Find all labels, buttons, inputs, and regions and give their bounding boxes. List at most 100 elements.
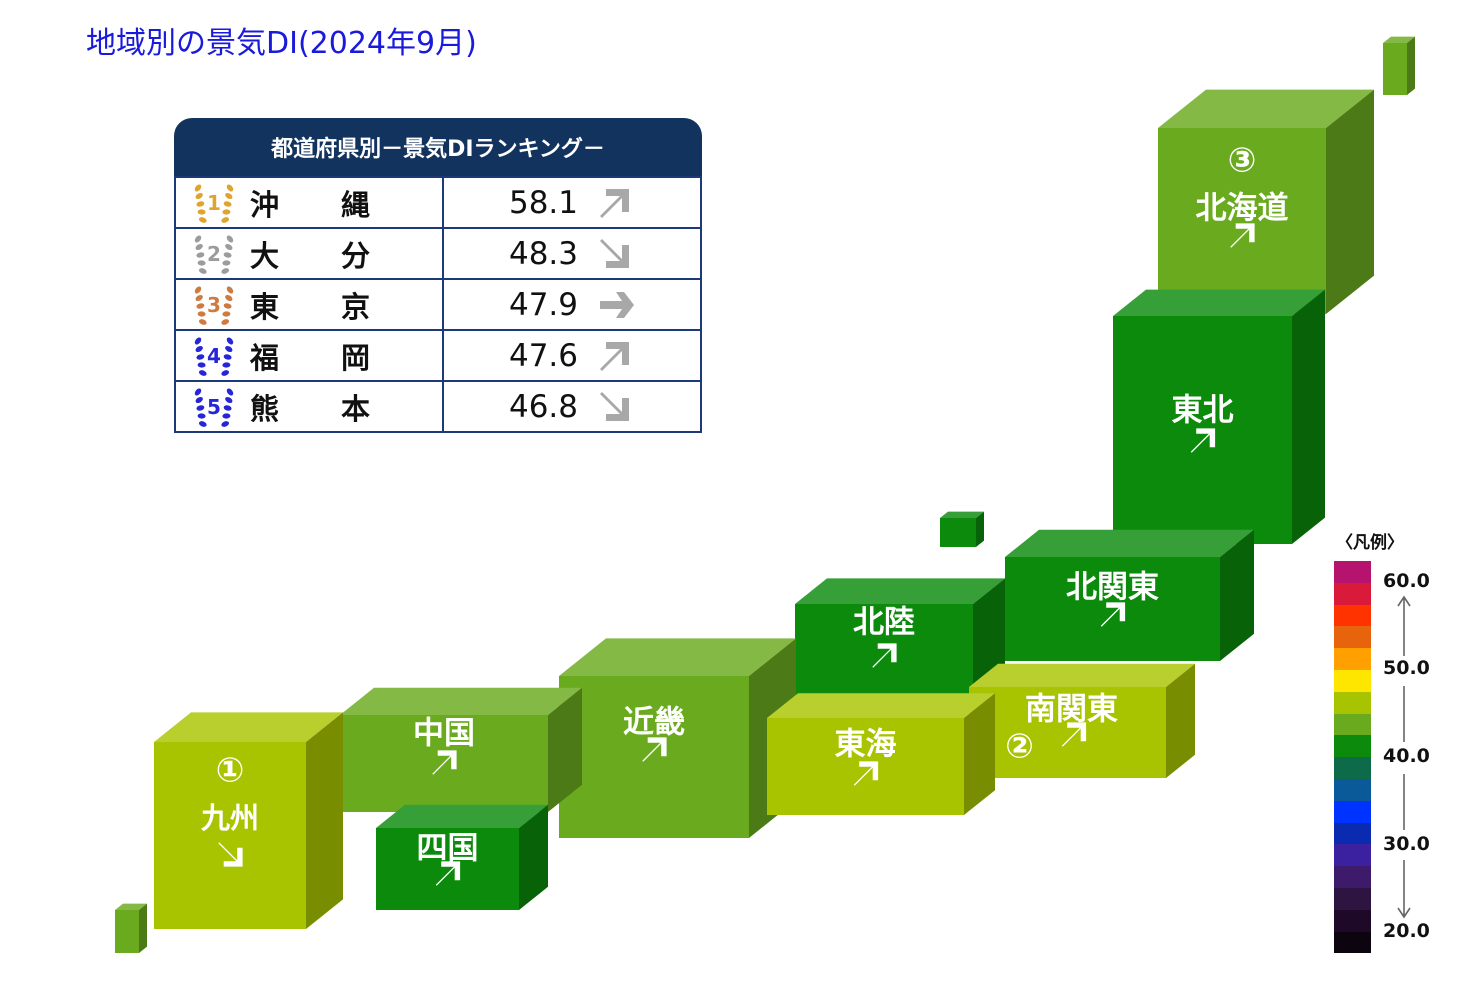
ranking-prefecture-cell: 5 熊 本 <box>174 380 444 433</box>
region-kitakanto-top <box>1005 529 1254 557</box>
region-name: 北陸 <box>853 605 915 641</box>
ranking-value-cell: 46.8 <box>442 380 702 433</box>
legend-swatch <box>1334 582 1371 605</box>
prefecture-name-char: 大 <box>250 238 280 273</box>
region-kyushu: ① 九州 <box>154 712 343 929</box>
legend-tick-label: 40.0 <box>1383 745 1430 767</box>
prefecture-name-char: 岡 <box>340 340 370 375</box>
ranking-row: 5 熊 本 46.8 <box>174 380 702 433</box>
prefecture-name-char: 沖 <box>250 187 280 222</box>
region-shikoku-front <box>376 828 519 910</box>
region-name: 東海 <box>835 727 897 763</box>
legend-swatch <box>1334 887 1371 910</box>
region-kyushu-front <box>154 742 306 929</box>
legend-swatch <box>1334 822 1371 845</box>
region-chugoku-side <box>548 687 582 812</box>
prefecture-name-char: 分 <box>340 238 370 273</box>
region-shikoku-top <box>376 804 548 828</box>
prefecture-name-char: 本 <box>340 391 370 426</box>
legend-tick-label: 60.0 <box>1383 570 1430 592</box>
laurel-medal-icon: 3 <box>194 286 234 325</box>
island-okinawa-front <box>115 910 139 953</box>
region-rank-mark: ③ <box>1228 141 1257 181</box>
island-sado <box>940 511 984 547</box>
region-kinki-front <box>559 676 749 838</box>
legend-swatch <box>1334 931 1371 954</box>
legend-swatch <box>1334 844 1371 867</box>
ranking-row: 4 福 岡 47.6 <box>174 329 702 382</box>
ranking-row: 1 沖 縄 58.1 <box>174 176 702 229</box>
region-name: 近畿 <box>623 705 685 741</box>
region-kyushu-top <box>154 712 343 742</box>
region-hokkaido-top <box>1158 89 1374 128</box>
region-kinki: 近畿 <box>559 638 796 838</box>
ranking-value-cell: 48.3 <box>442 227 702 280</box>
legend-swatch <box>1334 735 1371 758</box>
prefecture-name: 東 京 <box>250 284 370 326</box>
region-name: 四国 <box>417 831 479 867</box>
legend-tick-label: 20.0 <box>1383 920 1430 942</box>
region-kyushu-side <box>306 712 343 929</box>
ranking-prefecture-cell: 2 大 分 <box>174 227 444 280</box>
ranking-panel: 都道府県別－景気DIランキング－ 1 沖 縄 58.1 2 大 分 <box>174 118 702 433</box>
region-name: 南関東 <box>1025 692 1118 728</box>
ranking-value-cell: 47.6 <box>442 329 702 382</box>
prefecture-name: 大 分 <box>250 233 370 275</box>
prefecture-name: 熊 本 <box>250 386 370 428</box>
ranking-row: 2 大 分 48.3 <box>174 227 702 280</box>
island-north-side <box>1407 36 1415 95</box>
di-value: 47.6 <box>508 337 578 374</box>
region-kinki-top <box>559 638 796 676</box>
ranking-header: 都道府県別－景気DIランキング－ <box>174 118 702 176</box>
legend-swatch <box>1334 691 1371 714</box>
legend-swatch <box>1334 909 1371 932</box>
di-value: 46.8 <box>508 388 578 425</box>
laurel-medal-icon: 5 <box>194 388 234 427</box>
region-chugoku-top <box>340 687 582 715</box>
region-chugoku: 中国 <box>340 687 582 812</box>
ranking-value-cell: 58.1 <box>442 176 702 229</box>
island-okinawa-side <box>139 903 147 953</box>
region-shikoku-side <box>519 804 548 910</box>
di-value: 58.1 <box>508 184 578 221</box>
svg-text:4: 4 <box>207 344 221 368</box>
ranking-prefecture-cell: 4 福 岡 <box>174 329 444 382</box>
trend-up-arrow-icon <box>600 341 629 371</box>
island-okinawa-top <box>115 903 147 910</box>
svg-text:1: 1 <box>207 191 221 215</box>
legend-color-bar <box>1334 561 1371 954</box>
trend-down-arrow-icon <box>600 238 629 268</box>
region-tokai: 東海 <box>767 693 995 815</box>
di-value: 48.3 <box>508 235 578 272</box>
region-shikoku: 四国 <box>376 804 548 910</box>
legend-swatch <box>1334 626 1371 649</box>
trend-down-arrow-icon <box>600 391 629 421</box>
region-minamikanto-side <box>1166 663 1195 778</box>
svg-text:5: 5 <box>207 395 221 419</box>
region-tokai-side <box>964 693 995 815</box>
legend-range-arrows <box>1397 595 1411 919</box>
ranking-value-cell: 47.9 <box>442 278 702 331</box>
ranking-table: 1 沖 縄 58.1 2 大 分 48.3 <box>174 176 702 433</box>
region-hokkaido-front <box>1158 128 1326 314</box>
island-north-front <box>1383 43 1407 95</box>
island-north-top <box>1383 36 1415 43</box>
prefecture-name: 福 岡 <box>250 335 370 377</box>
region-minamikanto-top <box>969 663 1195 687</box>
region-hokuriku-front <box>795 604 973 701</box>
svg-text:3: 3 <box>207 293 221 317</box>
trend-flat-arrow-icon <box>600 291 634 318</box>
page-title: 地域別の景気DI(2024年9月) <box>86 26 477 61</box>
legend-swatch <box>1334 648 1371 670</box>
legend-swatch <box>1334 713 1371 736</box>
island-sado-top <box>940 511 984 518</box>
ranking-prefecture-cell: 1 沖 縄 <box>174 176 444 229</box>
region-hokuriku-top <box>795 578 1005 604</box>
svg-text:2: 2 <box>207 242 221 266</box>
legend-swatch <box>1334 866 1371 888</box>
prefecture-name-char: 東 <box>250 289 280 324</box>
region-hokuriku: 北陸 <box>795 578 1005 701</box>
region-name: 北関東 <box>1066 570 1159 606</box>
